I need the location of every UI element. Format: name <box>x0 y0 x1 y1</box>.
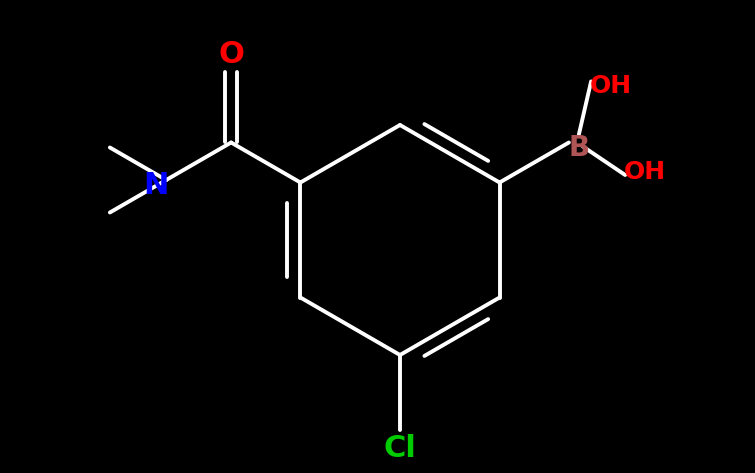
Text: B: B <box>569 133 590 161</box>
Text: O: O <box>218 40 244 69</box>
Text: Cl: Cl <box>384 433 417 463</box>
Text: OH: OH <box>624 160 666 184</box>
Text: OH: OH <box>590 74 632 98</box>
Text: N: N <box>143 172 169 201</box>
